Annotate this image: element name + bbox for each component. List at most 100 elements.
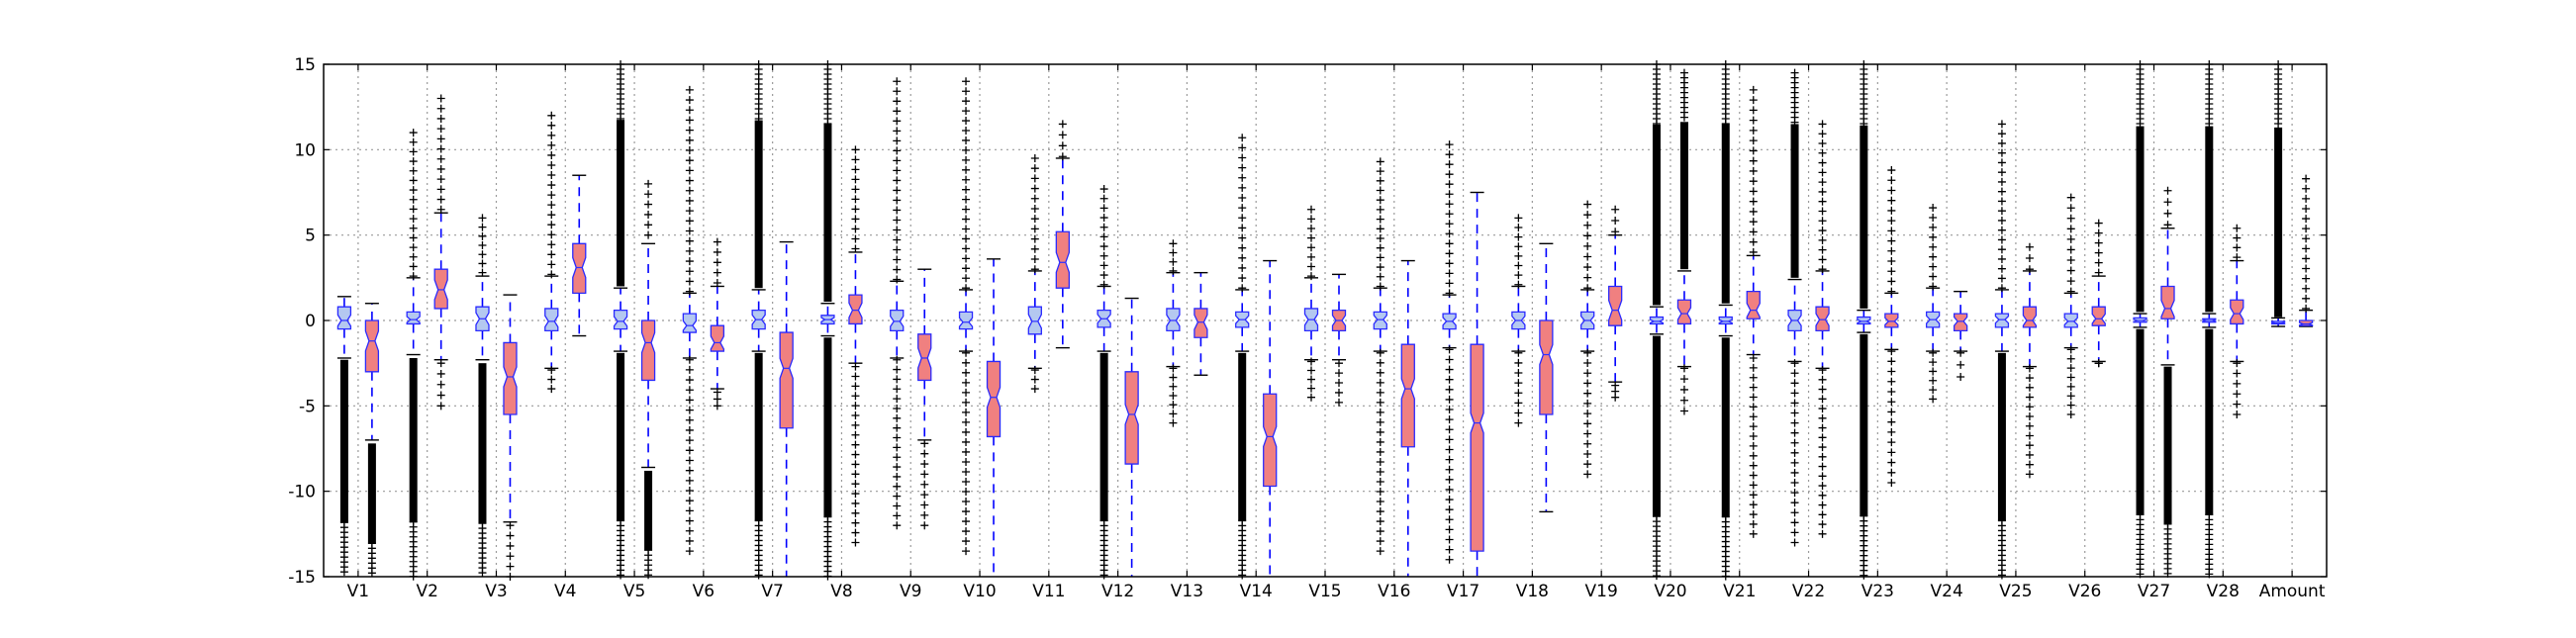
- flier-marker: [1514, 409, 1523, 417]
- flier-marker: [1887, 367, 1896, 376]
- flier-marker: [409, 215, 418, 224]
- flier-marker: [409, 166, 418, 175]
- flier-marker: [962, 488, 971, 497]
- flier-marker: [1099, 242, 1108, 251]
- flier-marker: [1887, 277, 1896, 286]
- flier-marker: [1997, 207, 2006, 216]
- flier-marker: [1376, 167, 1384, 176]
- flier-marker: [1376, 157, 1384, 166]
- flier-marker: [1058, 120, 1067, 129]
- flier-marker: [685, 166, 694, 175]
- box-a-V26: [2063, 193, 2078, 418]
- flier-marker: [685, 126, 694, 135]
- flier-marker: [1749, 218, 1758, 227]
- flier-marker: [1445, 515, 1454, 524]
- flier-marker: [1887, 347, 1896, 356]
- flier-marker: [1445, 465, 1454, 474]
- flier-marker: [1887, 176, 1896, 185]
- flier-marker: [2066, 204, 2075, 213]
- flier-marker: [1749, 529, 1758, 538]
- flier-marker: [893, 87, 902, 96]
- flier-marker: [2233, 224, 2242, 232]
- flier-marker: [1997, 148, 2006, 157]
- flier-marker: [1169, 257, 1178, 266]
- flier-marker: [962, 378, 971, 387]
- flier-marker: [851, 175, 860, 184]
- flier-marker: [1818, 405, 1827, 413]
- flier-marker: [1307, 272, 1315, 281]
- flier-marker: [1445, 160, 1454, 169]
- flier-marker: [2066, 354, 2075, 363]
- flier-marker: [1335, 388, 1343, 397]
- flier-band: [617, 352, 625, 521]
- flier-marker: [685, 355, 694, 364]
- flier-marker: [851, 145, 860, 154]
- flier-marker: [685, 487, 694, 496]
- flier-marker: [893, 186, 902, 195]
- flier-marker: [1030, 366, 1039, 375]
- box-b-V21: [1746, 85, 1761, 538]
- flier-marker: [1679, 364, 1688, 373]
- flier-marker: [685, 257, 694, 266]
- flier-marker: [2025, 431, 2034, 440]
- flier-marker: [1030, 194, 1039, 203]
- flier-marker: [2302, 204, 2311, 213]
- flier-marker: [1099, 185, 1108, 194]
- flier-marker: [1749, 228, 1758, 236]
- flier-marker: [962, 244, 971, 253]
- flier-marker: [547, 385, 556, 394]
- flier-marker: [920, 491, 929, 500]
- flier-marker: [2205, 120, 2214, 128]
- flier-marker: [1583, 460, 1592, 469]
- flier-marker: [1514, 280, 1523, 289]
- flier-marker: [1376, 196, 1384, 205]
- flier-marker: [478, 259, 487, 268]
- flier-marker: [1583, 273, 1592, 282]
- flier-marker: [1307, 393, 1315, 402]
- flier-marker: [2066, 287, 2075, 296]
- flier-marker: [409, 233, 418, 242]
- box-body: [2091, 306, 2106, 326]
- flier-marker: [478, 241, 487, 250]
- x-tick-label: V11: [1032, 582, 1065, 601]
- flier-marker: [893, 423, 902, 432]
- flier-marker: [1887, 267, 1896, 276]
- flier-band: [478, 363, 487, 524]
- flier-marker: [1445, 475, 1454, 484]
- box-a-V18: [1511, 214, 1526, 427]
- flier-marker: [2094, 238, 2103, 247]
- flier-marker: [2233, 359, 2242, 368]
- flier-marker: [1445, 289, 1454, 298]
- flier-marker: [962, 537, 971, 546]
- flier-marker: [1514, 358, 1523, 367]
- flier-marker: [1514, 369, 1523, 378]
- flier-marker: [1030, 225, 1039, 233]
- flier-marker: [409, 252, 418, 261]
- flier-marker: [644, 190, 653, 199]
- flier-marker: [2302, 234, 2311, 243]
- flier-marker: [1445, 269, 1454, 278]
- flier-marker: [1887, 196, 1896, 205]
- flier-marker: [1929, 386, 1938, 395]
- flier-band: [1652, 335, 1661, 517]
- flier-marker: [1376, 253, 1384, 262]
- flier-marker: [1030, 174, 1039, 183]
- flier-marker: [1238, 163, 1247, 172]
- flier-marker: [1929, 272, 1938, 281]
- flier-marker: [1445, 505, 1454, 514]
- flier-marker: [893, 216, 902, 225]
- flier-marker: [851, 490, 860, 499]
- flier-marker: [2233, 369, 2242, 378]
- flier-marker: [1376, 527, 1384, 536]
- flier-marker: [1790, 468, 1799, 477]
- box-body: [1676, 299, 1692, 325]
- flier-marker: [962, 77, 971, 86]
- flier-marker: [1376, 243, 1384, 252]
- flier-marker: [1335, 379, 1343, 388]
- box-b-V26: [2091, 219, 2106, 368]
- box-b-V16: [1400, 259, 1415, 577]
- flier-marker: [547, 191, 556, 200]
- flier-marker: [893, 501, 902, 510]
- flier-marker: [1376, 263, 1384, 272]
- flier-marker: [962, 408, 971, 416]
